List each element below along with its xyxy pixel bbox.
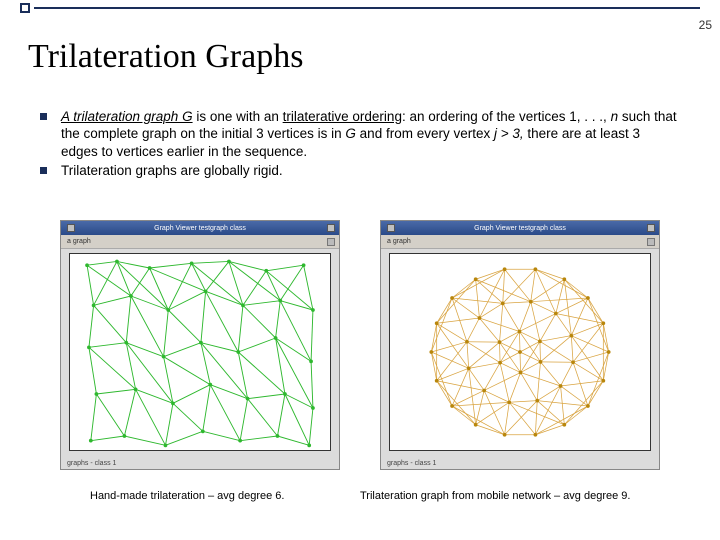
toolbar-label: a graph xyxy=(387,238,411,245)
figure-right: Graph Viewer testgraph class a graph gra… xyxy=(380,220,660,470)
toolbar-button-icon xyxy=(327,238,335,246)
toolbar-button-icon xyxy=(647,238,655,246)
bullet-marker-icon xyxy=(40,113,47,120)
bullet-emph2: trilaterative ordering xyxy=(283,109,402,124)
caption-right: Trilateration graph from mobile network … xyxy=(360,490,660,502)
toolbar-label: a graph xyxy=(67,238,91,245)
page-number: 25 xyxy=(699,18,712,32)
graph-canvas-left xyxy=(69,253,331,451)
window-button-icon xyxy=(387,224,395,232)
window-status: graphs - class 1 xyxy=(67,460,116,467)
window-titlebar: Graph Viewer testgraph class xyxy=(381,221,659,235)
window-button-icon xyxy=(67,224,75,232)
window-button-icon xyxy=(647,224,655,232)
graph-svg xyxy=(390,254,650,450)
figures-row: Graph Viewer testgraph class a graph gra… xyxy=(60,220,660,470)
window-title: Graph Viewer testgraph class xyxy=(395,225,645,232)
window-button-icon xyxy=(327,224,335,232)
bullet-emph: A trilateration graph G xyxy=(61,109,193,124)
accent-line xyxy=(34,7,700,9)
bullet-item: Trilateration graphs are globally rigid. xyxy=(40,162,680,179)
top-accent-bar xyxy=(20,6,700,10)
bullet-span: is one with an xyxy=(193,109,283,124)
accent-square-icon xyxy=(20,3,30,13)
window-titlebar: Graph Viewer testgraph class xyxy=(61,221,339,235)
window-toolbar: a graph xyxy=(381,235,659,249)
window-toolbar: a graph xyxy=(61,235,339,249)
bullet-text: A trilateration graph G is one with an t… xyxy=(61,108,680,160)
window-status: graphs - class 1 xyxy=(387,460,436,467)
bullet-marker-icon xyxy=(40,167,47,174)
bullet-item: A trilateration graph G is one with an t… xyxy=(40,108,680,160)
bullet-list: A trilateration graph G is one with an t… xyxy=(40,108,680,181)
window-title: Graph Viewer testgraph class xyxy=(75,225,325,232)
graph-svg xyxy=(70,254,330,450)
caption-left: Hand-made trilateration – avg degree 6. xyxy=(60,490,284,502)
captions-row: Hand-made trilateration – avg degree 6. … xyxy=(60,490,660,502)
figure-left: Graph Viewer testgraph class a graph gra… xyxy=(60,220,340,470)
graph-canvas-right xyxy=(389,253,651,451)
bullet-text: Trilateration graphs are globally rigid. xyxy=(61,162,680,179)
slide-title: Trilateration Graphs xyxy=(28,38,303,76)
